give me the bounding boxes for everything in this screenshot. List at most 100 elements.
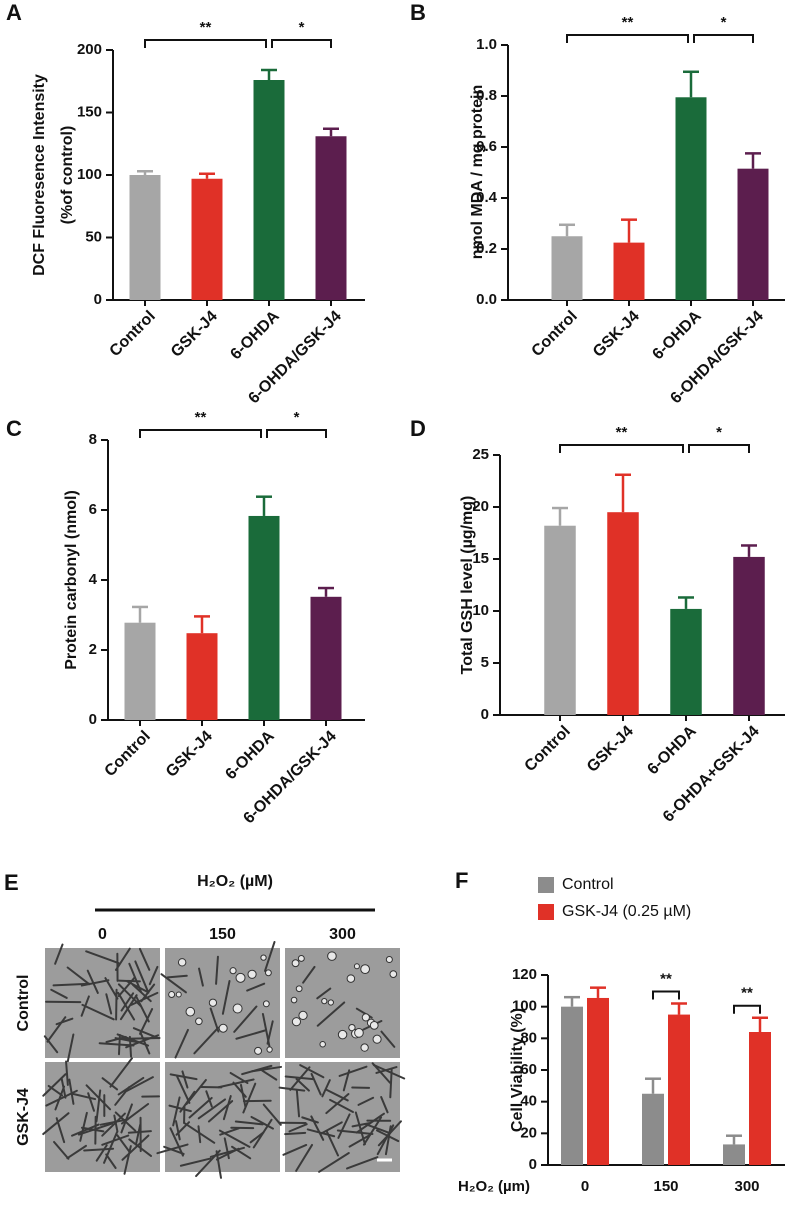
cell [134,1123,142,1146]
cell [310,1115,325,1141]
cell [229,1071,249,1085]
cell [380,1096,389,1114]
cell [254,1046,263,1055]
y-tick-label: 40 [520,1093,537,1110]
cell [295,1143,314,1172]
x-tick-label: GSK-J4 [168,308,221,361]
cell [336,1129,374,1135]
cell [262,1103,282,1126]
cell [246,982,266,992]
cell [235,1029,266,1040]
x-tick-label: 6-OHDA [227,307,283,363]
cell [174,1028,189,1059]
cell [353,963,360,970]
bar [733,556,765,715]
cell [65,1060,69,1086]
significance-bracket [266,429,327,438]
cell [284,1131,307,1136]
cell [250,1115,274,1130]
x-axis-label: H₂O₂ (µm) [458,1178,530,1195]
cell [98,1042,135,1047]
cell [233,1005,258,1033]
y-tick-label: 100 [77,166,102,183]
cell [295,1078,310,1092]
bar [607,512,639,715]
legend-swatch [538,904,554,920]
cell [389,970,398,978]
cell [172,1096,181,1127]
cell [179,1157,212,1167]
x-tick-label: GSK-J4 [590,308,643,361]
cell [354,1111,366,1146]
significance-label: ** [622,14,634,31]
significance-bracket [566,34,689,43]
y-tick-label: 20 [520,1124,537,1141]
legend-label: Control [562,876,614,893]
cell [139,1008,154,1035]
cell [209,1146,245,1158]
bar [613,242,645,300]
cell [372,1034,382,1044]
cell [297,954,305,962]
cell [221,980,231,1015]
cell [81,1003,115,1021]
cell [193,1026,220,1055]
cell [346,1156,379,1170]
x-tick-label: 150 [653,1178,678,1195]
bar [315,136,347,300]
bar [253,80,285,300]
bar [551,236,583,300]
cell [232,1003,243,1014]
cell [266,1020,274,1045]
cell [53,1140,70,1160]
cell [128,1035,133,1058]
cell [71,1092,97,1101]
cell [361,1013,370,1022]
cell [321,1079,331,1098]
cell [120,1103,133,1134]
cell [346,974,356,983]
cell [266,1046,273,1053]
significance-bracket [559,444,684,453]
cell [138,947,151,971]
cell [218,1023,228,1033]
cell [316,987,332,1000]
cell [175,991,182,998]
cell [134,995,150,1023]
cell [105,1153,117,1170]
cell [262,1000,270,1008]
cell [117,976,136,998]
y-tick-label: 4 [89,571,98,588]
cell [208,998,218,1007]
x-tick-label: Control [529,308,581,360]
cell [291,959,300,968]
cell [71,1123,100,1137]
cell [354,1028,364,1038]
x-tick-label: Control [522,723,574,775]
significance-label: ** [195,409,207,426]
cell [117,983,142,1007]
cell [327,951,337,961]
cell [66,1144,87,1160]
cell [376,1124,395,1156]
cell [116,1033,150,1047]
y-tick-label: 0 [529,1156,537,1173]
y-tick-label: 0.2 [476,240,497,257]
cell [105,1035,127,1044]
cell [160,973,187,994]
row-label: GSK-J4 [15,1088,32,1146]
x-tick-label: 0 [581,1178,589,1195]
cell [278,1086,306,1092]
significance-bracket [139,429,262,438]
cell [123,1145,132,1175]
y-tick-label: 0 [481,706,489,723]
cell [197,1125,202,1144]
cell [252,1118,273,1149]
x-tick-label: Control [107,308,159,360]
y-tick-label: 0 [94,291,102,308]
cell [348,1023,356,1032]
cell [264,940,276,972]
cell [85,1084,112,1111]
y-tick-label: 120 [512,966,537,983]
cell [83,1147,115,1152]
